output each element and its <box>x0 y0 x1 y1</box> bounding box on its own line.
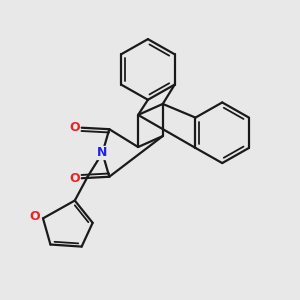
Text: N: N <box>97 146 108 160</box>
Text: O: O <box>69 172 80 185</box>
Text: O: O <box>69 121 80 134</box>
Text: O: O <box>29 210 40 224</box>
